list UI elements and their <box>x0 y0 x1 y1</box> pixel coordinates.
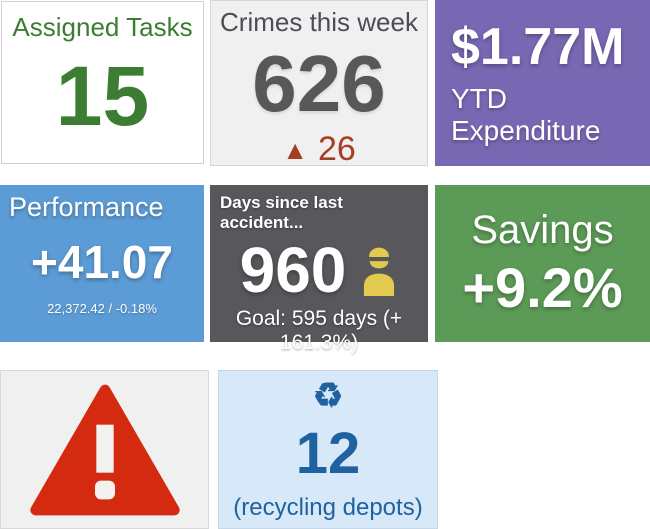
kpi-card-recycling: ♻ 12 (recycling depots) <box>218 370 438 529</box>
kpi-card-alert <box>0 370 209 529</box>
card-value: 960 <box>239 234 347 306</box>
worker-icon <box>360 243 398 297</box>
card-value: $1.77M <box>451 18 625 77</box>
increase-arrow-icon: ▲ <box>282 134 308 165</box>
card-title: Assigned Tasks <box>12 12 193 42</box>
kpi-card-days-since-accident: Days since last accident... 960 Goal: 59… <box>210 185 428 354</box>
card-label: (recycling depots) <box>233 494 423 521</box>
card-detail: 22,372.42 / -0.18% <box>47 301 157 316</box>
recycle-icon: ♻ <box>312 377 344 415</box>
card-title: Days since last accident... <box>220 193 343 232</box>
card-value: +9.2% <box>462 255 623 319</box>
delta-value: 26 <box>317 130 356 168</box>
warning-triangle-icon <box>29 383 181 517</box>
card-value: 626 <box>252 39 386 128</box>
card-title: Savings <box>471 207 614 252</box>
card-value: 12 <box>295 421 361 486</box>
kpi-card-crimes-this-week: Crimes this week 626 ▲ 26 <box>210 0 428 169</box>
card-goal: Goal: 595 days (+ 161.3%) <box>235 307 403 354</box>
delta-indicator: ▲ 26 <box>211 130 427 169</box>
card-label: YTD Expenditure <box>451 82 601 146</box>
card-value: 15 <box>55 48 150 143</box>
card-value: +41.07 <box>31 236 173 288</box>
card-title: Crimes this week <box>220 7 418 37</box>
kpi-card-performance: Performance +41.07 22,372.42 / -0.18% <box>0 185 204 342</box>
kpi-card-ytd-expenditure: $1.77M YTD Expenditure <box>435 0 650 166</box>
kpi-card-assigned-tasks: Assigned Tasks 15 <box>1 1 204 164</box>
card-title: Performance <box>9 192 164 222</box>
kpi-card-savings: Savings +9.2% <box>435 185 650 342</box>
